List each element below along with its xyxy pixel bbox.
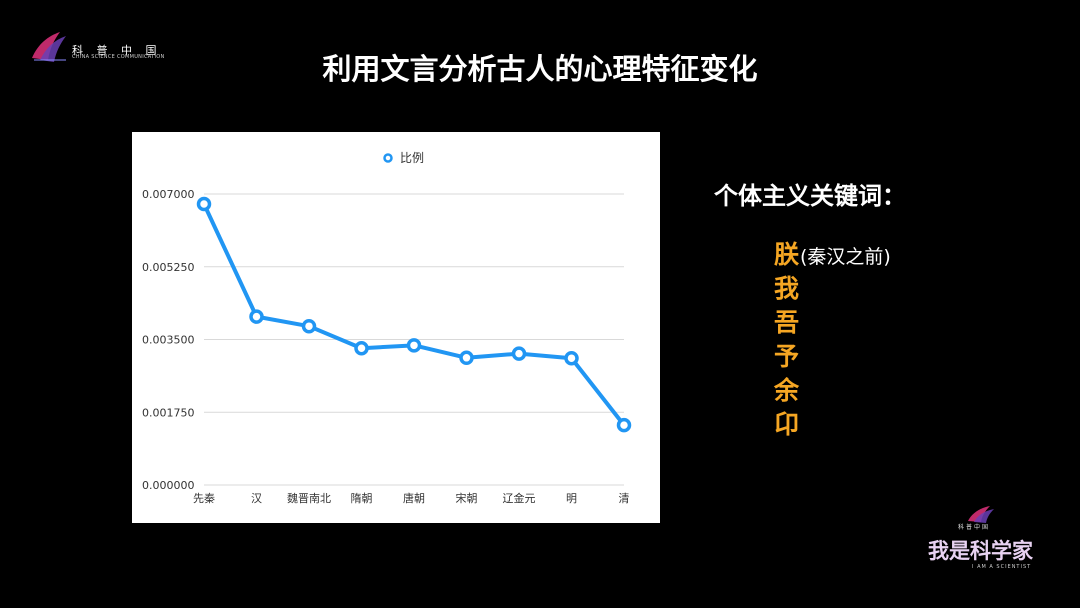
x-tick-label: 宋朝	[456, 491, 478, 505]
keyword-item: 我	[774, 272, 891, 306]
series-line	[202, 201, 626, 428]
x-tick-label: 魏晋南北	[287, 491, 331, 505]
data-point	[511, 346, 527, 361]
x-tick-label: 清	[619, 492, 630, 505]
x-tick-label: 隋朝	[351, 491, 373, 505]
data-point	[249, 309, 264, 324]
scientist-logo-subtitle: I AM A SCIENTIST	[972, 564, 1032, 570]
keyword-char: 予	[774, 342, 800, 371]
data-point	[616, 417, 632, 433]
keyword-char: 吾	[774, 308, 800, 337]
keywords-heading: 个体主义关键词：	[714, 182, 906, 210]
data-point	[564, 350, 579, 366]
chart-panel: 0.000000 0.001750 0.003500 0.005250 0.007000…	[132, 132, 660, 523]
keyword-item: 朕(秦汉之前)	[774, 238, 891, 272]
line-chart: 0.000000 0.001750 0.003500 0.005250 0.007000…	[142, 151, 632, 505]
x-tick-label: 辽金元	[503, 491, 536, 505]
logo-brand-en: CHINA SCIENCE COMMUNICATION	[72, 54, 165, 60]
scientist-wing-icon	[968, 506, 994, 523]
keyword-note: (秦汉之前)	[800, 246, 891, 268]
kepu-china-logo: 科 普 中 国 CHINA SCIENCE COMMUNICATION	[30, 30, 180, 66]
x-tick-label: 汉	[251, 492, 262, 505]
data-point	[196, 196, 212, 212]
keyword-char: 卬	[774, 410, 800, 439]
kepu-wing-icon	[32, 32, 66, 62]
data-point	[354, 340, 369, 356]
keyword-item: 予	[774, 340, 891, 374]
logo-brand-cn: 科 普 中 国	[72, 44, 162, 57]
data-point	[459, 350, 474, 366]
x-tick-label: 先秦	[193, 491, 215, 505]
y-tick-label: 0.005250	[142, 261, 195, 274]
data-point	[406, 338, 422, 353]
i-am-a-scientist-logo: 科普中国 我是科学家 I AM A SCIENTIST	[922, 505, 1042, 585]
data-point	[301, 318, 317, 334]
x-tick-label: 唐朝	[403, 491, 425, 505]
y-tick-label: 0.000000	[142, 479, 195, 492]
keyword-item: 吾	[774, 306, 891, 340]
keyword-item: 卬	[774, 408, 891, 442]
scientist-logo-title: 我是科学家	[928, 538, 1033, 563]
y-tick-label: 0.007000	[142, 188, 195, 201]
slide-title: 利用文言分析古人的心理特征变化	[322, 52, 758, 86]
legend-label: 比例	[400, 151, 424, 165]
keyword-char: 朕	[774, 240, 800, 269]
y-tick-label: 0.003500	[142, 334, 195, 347]
legend-marker	[383, 153, 393, 163]
keyword-char: 余	[774, 376, 800, 405]
keyword-item: 余	[774, 374, 891, 408]
y-tick-label: 0.001750	[142, 406, 195, 419]
x-tick-label: 明	[566, 492, 577, 505]
keywords-list: 朕(秦汉之前) 我吾予余卬	[774, 238, 891, 442]
scientist-logo-brand: 科普中国	[958, 524, 991, 531]
keyword-char: 我	[774, 274, 800, 303]
